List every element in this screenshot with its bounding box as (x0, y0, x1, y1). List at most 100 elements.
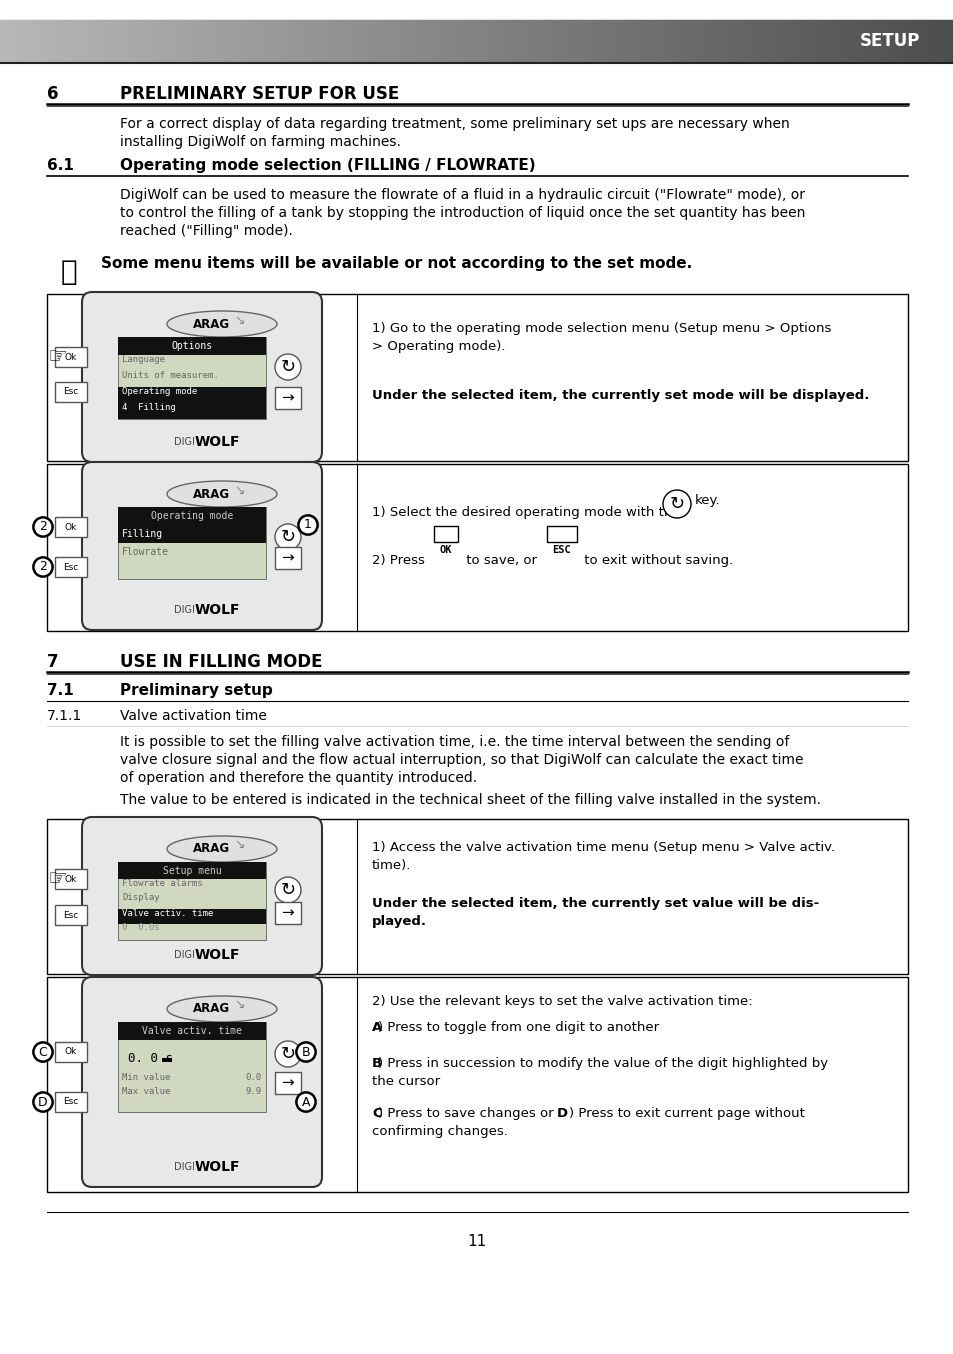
Bar (877, 20, 881, 62)
Text: Units of measurem.: Units of measurem. (122, 371, 218, 379)
Bar (807, 20, 811, 62)
Bar (365, 20, 370, 62)
Bar (124, 20, 128, 62)
Text: ARAG: ARAG (193, 1002, 231, 1016)
Bar (35, 20, 39, 62)
Text: →: → (281, 551, 294, 566)
Ellipse shape (167, 481, 276, 506)
Bar (493, 20, 497, 62)
Bar (524, 20, 528, 62)
Bar (467, 20, 471, 62)
Ellipse shape (274, 877, 301, 903)
Bar (162, 20, 166, 62)
Bar (429, 20, 433, 62)
Bar (22, 20, 27, 62)
Bar (855, 20, 859, 62)
Bar (302, 20, 306, 62)
Bar (762, 20, 766, 62)
Bar (584, 20, 589, 62)
Bar (603, 20, 608, 62)
Bar (48, 20, 51, 62)
Bar (188, 20, 192, 62)
Text: 2: 2 (39, 561, 47, 574)
Text: C: C (372, 1108, 381, 1120)
Text: the cursor: the cursor (372, 1075, 439, 1089)
Bar (143, 20, 147, 62)
Bar (908, 20, 913, 62)
Bar (92, 20, 96, 62)
FancyBboxPatch shape (82, 816, 322, 975)
Bar (546, 525, 577, 542)
Text: OK: OK (439, 546, 452, 555)
Bar (448, 20, 452, 62)
Bar (889, 20, 894, 62)
Bar (235, 20, 239, 62)
Text: ☞: ☞ (47, 347, 67, 367)
Bar (864, 20, 868, 62)
Bar (381, 20, 385, 62)
Bar (133, 20, 137, 62)
Bar (238, 20, 242, 62)
Bar (274, 387, 301, 409)
Bar (410, 20, 414, 62)
Bar (636, 20, 639, 62)
Bar (127, 20, 132, 62)
Text: WOLF: WOLF (194, 948, 239, 961)
Bar (45, 20, 49, 62)
Bar (832, 20, 837, 62)
Bar (600, 20, 604, 62)
Bar (140, 20, 144, 62)
Bar (455, 20, 458, 62)
Bar (915, 20, 919, 62)
Bar (813, 20, 818, 62)
Bar (899, 20, 903, 62)
Text: Options: Options (172, 341, 213, 351)
Bar (76, 20, 80, 62)
Bar (540, 20, 544, 62)
Ellipse shape (274, 353, 301, 380)
Text: Filling: Filling (122, 529, 163, 539)
Text: ↻: ↻ (280, 1045, 295, 1063)
Bar (724, 20, 728, 62)
Text: to save, or: to save, or (461, 554, 540, 567)
Bar (578, 20, 582, 62)
Bar (886, 20, 890, 62)
Bar (641, 20, 646, 62)
Bar (86, 20, 90, 62)
Bar (47, 819, 907, 974)
Bar (89, 20, 93, 62)
Text: 6: 6 (47, 85, 58, 103)
Bar (197, 20, 201, 62)
Bar (756, 20, 760, 62)
Bar (779, 20, 782, 62)
FancyBboxPatch shape (82, 978, 322, 1187)
Bar (569, 20, 573, 62)
Bar (136, 20, 141, 62)
Text: Ok: Ok (65, 875, 77, 884)
Bar (794, 20, 799, 62)
Bar (715, 20, 719, 62)
Bar (517, 20, 522, 62)
Bar (474, 20, 477, 62)
FancyBboxPatch shape (82, 292, 322, 462)
Bar (622, 20, 627, 62)
Bar (55, 347, 87, 367)
Bar (801, 20, 804, 62)
Bar (464, 20, 468, 62)
Bar (47, 464, 907, 631)
Bar (121, 20, 125, 62)
Text: 7: 7 (47, 653, 58, 672)
Bar (0, 20, 4, 62)
Text: Esc: Esc (63, 562, 78, 571)
Text: ✋: ✋ (61, 259, 77, 286)
Bar (594, 20, 598, 62)
Text: Operating mode: Operating mode (122, 386, 197, 395)
Bar (274, 20, 277, 62)
Text: D: D (38, 1095, 48, 1109)
Bar (213, 20, 217, 62)
Bar (559, 20, 563, 62)
Text: ↘: ↘ (234, 998, 245, 1011)
Bar (274, 1072, 301, 1094)
Text: 7.1.1: 7.1.1 (47, 709, 82, 723)
Bar (267, 20, 271, 62)
